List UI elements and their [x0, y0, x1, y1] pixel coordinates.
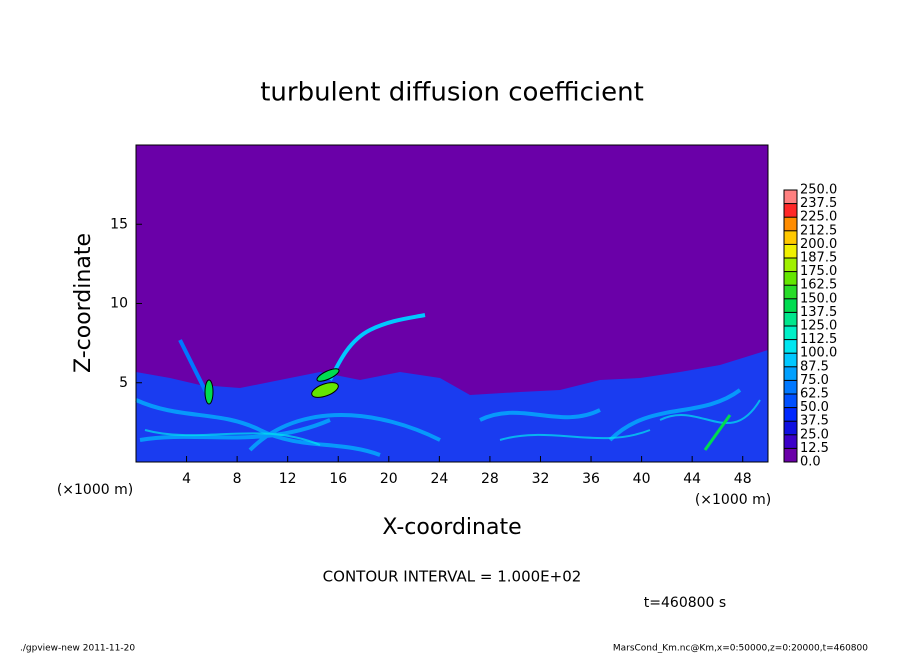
colorbar-label: 75.0 — [800, 373, 829, 388]
colorbar-label: 50.0 — [800, 400, 829, 415]
colorbar-segment — [784, 217, 797, 231]
colorbar-label: 100.0 — [800, 346, 837, 361]
x-unit-left: (×1000 m) — [57, 482, 133, 498]
turbulent-streaks — [144, 399, 761, 446]
colorbar-label: 187.5 — [800, 251, 837, 266]
colorbar-label: 125.0 — [800, 319, 837, 334]
footer-right: MarsCond_Km.nc@Km,x=0:50000,z=0:20000,t=… — [613, 644, 868, 654]
colorbar-segment — [784, 421, 797, 435]
colorbar-segment — [784, 326, 797, 340]
colorbar-label: 175.0 — [800, 264, 837, 279]
x-tick-label: 20 — [380, 471, 398, 487]
colorbar-label: 12.5 — [800, 441, 829, 456]
colorbar-label: 225.0 — [800, 210, 837, 225]
blob — [703, 414, 732, 451]
y-tick-label: 5 — [119, 375, 128, 391]
x-tick-label: 32 — [532, 471, 550, 487]
colorbar-segment — [784, 339, 797, 354]
time-label: t=460800 s — [644, 595, 726, 611]
colorbar-label: 62.5 — [800, 387, 829, 402]
plume — [328, 313, 426, 381]
field — [135, 144, 769, 463]
x-tick-label: 36 — [582, 471, 600, 487]
x-unit-right: (×1000 m) — [695, 492, 771, 508]
y-axis-label: Z-coordinate — [71, 233, 96, 373]
x-tick-label: 24 — [430, 471, 448, 487]
colorbar-segment — [784, 353, 797, 367]
blob — [316, 368, 340, 382]
colorbar-label: 162.5 — [800, 278, 837, 293]
colorbar-label: 87.5 — [800, 359, 829, 374]
y-tick-label: 15 — [110, 216, 128, 232]
colorbar-label: 137.5 — [800, 305, 837, 320]
colorbar-label: 37.5 — [800, 414, 829, 429]
contour-interval: CONTOUR INTERVAL = 1.000E+02 — [323, 568, 582, 586]
colorbar-label: 212.5 — [800, 223, 837, 238]
colorbar-segment — [784, 244, 797, 258]
x-tick-label: 44 — [683, 471, 701, 487]
footer-left: ./gpview-new 2011-11-20 — [20, 644, 135, 654]
colorbar-segment — [784, 190, 797, 204]
x-tick-label: 8 — [233, 471, 242, 487]
colorbar-segment — [784, 312, 797, 326]
colorbar-segment — [784, 366, 797, 381]
colorbar-segment — [784, 285, 797, 299]
x-tick-label: 28 — [481, 471, 499, 487]
turbulent-layer — [136, 350, 768, 462]
colorbar-label: 0.0 — [800, 455, 821, 470]
colorbar-segment — [784, 394, 797, 408]
colorbar-segment — [784, 258, 797, 272]
x-tick-label: 40 — [633, 471, 651, 487]
colorbar-label: 237.5 — [800, 196, 837, 211]
colorbar-segment — [784, 407, 797, 422]
colorbar-segment — [784, 203, 797, 218]
colorbar-label: 250.0 — [800, 183, 837, 198]
colorbar-label: 200.0 — [800, 237, 837, 252]
colorbar-segment — [784, 298, 797, 313]
colorbar-label: 112.5 — [800, 332, 837, 347]
colorbar-segment — [784, 448, 797, 462]
x-tick-label: 12 — [279, 471, 297, 487]
x-tick-label: 48 — [734, 471, 752, 487]
x-axis-label: X-coordinate — [382, 515, 521, 540]
x-tick-label: 16 — [329, 471, 347, 487]
colorbar-label: 25.0 — [800, 427, 829, 442]
colorbar-label: 150.0 — [800, 291, 837, 306]
x-tick-label: 4 — [182, 471, 191, 487]
colorbar-segment — [784, 271, 797, 286]
blob — [311, 382, 339, 398]
y-tick-label: 10 — [110, 296, 128, 312]
chart-title: turbulent diffusion coefficient — [260, 78, 644, 108]
blob — [204, 379, 214, 405]
colorbar-segment — [784, 230, 797, 245]
turbulent-streaks — [135, 388, 742, 457]
colorbar-segment — [784, 380, 797, 394]
colorbar-segment — [784, 434, 797, 449]
